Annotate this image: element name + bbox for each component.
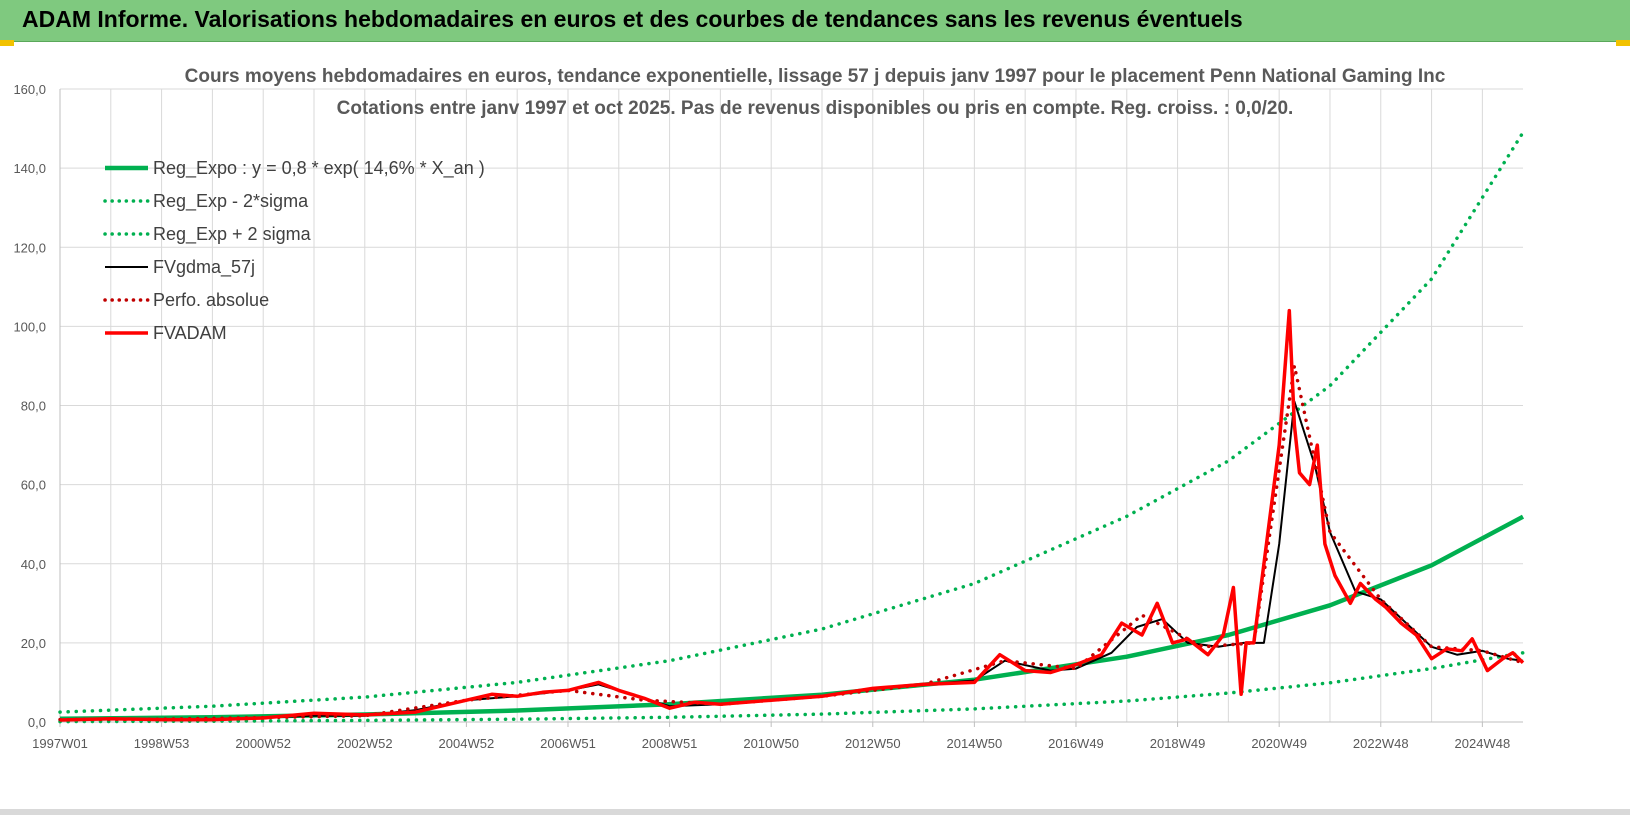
chart-title: Cours moyens hebdomadaires en euros, ten… [185, 66, 1446, 87]
grid-layer: 0,0 20,0 40,0 60,0 80,0 100,0 120,0 140,0 160,0 1… [13, 82, 1523, 751]
legend-label: FVgdma_57j [153, 257, 255, 278]
x-tick-label: 2018W49 [1150, 736, 1206, 751]
legend-label: Reg_Expo : y = 0,8 * exp( 14,6% * X_an ) [153, 158, 485, 179]
x-tick-label: 2010W50 [743, 736, 799, 751]
legend-label: Reg_Exp + 2 sigma [153, 224, 312, 245]
series-line-3 [59, 400, 1524, 721]
x-tick-label: 2020W49 [1251, 736, 1307, 751]
legend-label: FVADAM [153, 323, 227, 343]
series-layer [58, 130, 1525, 724]
y-tick-label: 60,0 [21, 478, 46, 493]
trend-chart: 0,0 20,0 40,0 60,0 80,0 100,0 120,0 140,0 160,0 1… [13, 66, 1525, 751]
y-tick-label: 20,0 [21, 636, 46, 651]
y-tick-label: 100,0 [13, 319, 46, 334]
y-tick-label: 40,0 [21, 557, 46, 572]
x-tick-label: 2016W49 [1048, 736, 1104, 751]
x-tick-label: 2006W51 [540, 736, 596, 751]
report-title: ADAM Informe. Valorisations hebdomadaire… [22, 6, 1243, 32]
x-tick-label: 2012W50 [845, 736, 901, 751]
x-tick-label: 1998W53 [134, 736, 190, 751]
x-tick-label: 2002W52 [337, 736, 393, 751]
x-tick-label: 1997W01 [32, 736, 88, 751]
series-line-1 [58, 651, 1525, 724]
x-tick-label: 2024W48 [1455, 736, 1511, 751]
x-tick-label: 2022W48 [1353, 736, 1409, 751]
y-tick-label: 80,0 [21, 399, 46, 414]
y-tick-label: 120,0 [13, 240, 46, 255]
x-tick-label: 2004W52 [439, 736, 495, 751]
x-tick-label: 2000W52 [235, 736, 291, 751]
y-tick-label: 0,0 [28, 715, 46, 730]
legend-label: Reg_Exp - 2*sigma [153, 191, 309, 212]
chart-area: 0,0 20,0 40,0 60,0 80,0 100,0 120,0 140,0 160,0 1… [0, 42, 1630, 809]
x-tick-label: 2008W51 [642, 736, 698, 751]
chart-subtitle: Cotations entre janv 1997 et oct 2025. P… [337, 98, 1294, 119]
series-line-2 [58, 130, 1525, 714]
series-line-4 [58, 364, 1525, 722]
x-tick-label: 2014W50 [947, 736, 1003, 751]
bottom-strip [0, 809, 1630, 815]
chart-legend: Reg_Expo : y = 0,8 * exp( 14,6% * X_an )… [103, 158, 485, 343]
corner-marker-left [0, 40, 14, 46]
corner-marker-right [1616, 40, 1630, 46]
y-tick-label: 140,0 [13, 161, 46, 176]
legend-label: Perfo. absolue [153, 290, 269, 310]
y-tick-label: 160,0 [13, 82, 46, 97]
report-banner: ADAM Informe. Valorisations hebdomadaire… [0, 0, 1630, 42]
series-line-0 [59, 514, 1525, 722]
series-line-5 [59, 308, 1525, 722]
